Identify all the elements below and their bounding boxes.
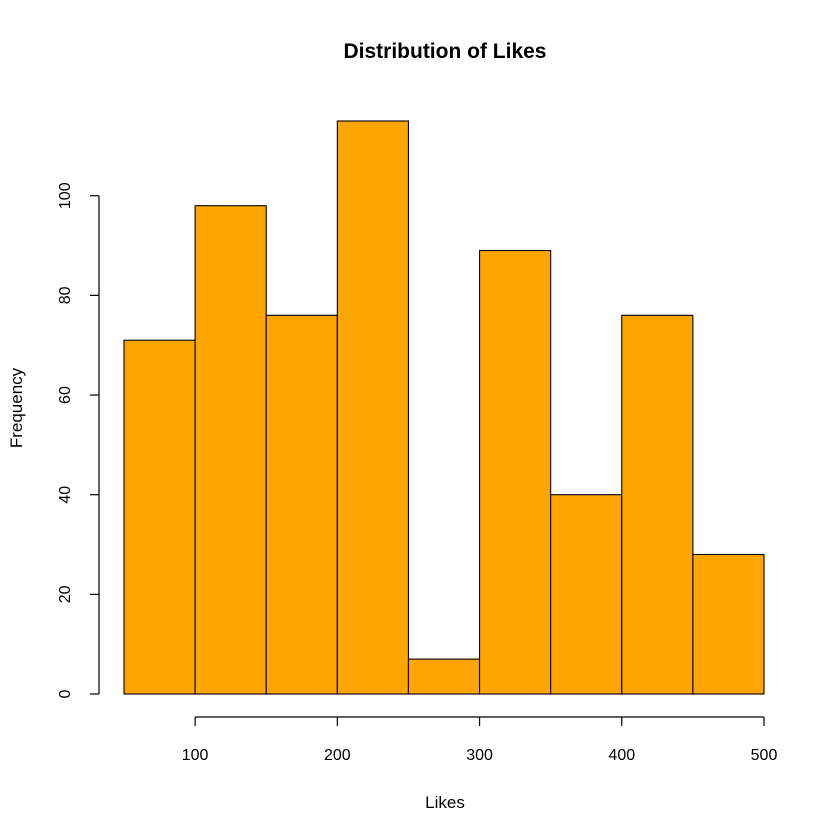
x-tick-label-300: 300 [466, 747, 493, 764]
y-tick-label-0: 0 [57, 689, 74, 698]
y-axis: 0 20 40 60 80 100 [57, 182, 100, 698]
x-tick-label-200: 200 [324, 747, 351, 764]
bars-group [123, 120, 765, 695]
y-axis-label: Frequency [7, 367, 26, 448]
bar-5 [479, 249, 552, 695]
y-tick-label-20: 20 [57, 585, 74, 603]
x-tick-label-100: 100 [182, 747, 209, 764]
bar-8 [692, 553, 765, 695]
bar-1 [194, 205, 267, 695]
y-tick-label-40: 40 [57, 486, 74, 504]
y-tick-label-80: 80 [57, 286, 74, 304]
x-tick-label-400: 400 [608, 747, 635, 764]
y-tick-label-100: 100 [57, 182, 74, 209]
bar-2 [265, 314, 338, 695]
bar-6 [550, 494, 623, 695]
y-tick-label-60: 60 [57, 386, 74, 404]
chart-title: Distribution of Likes [343, 40, 546, 63]
x-tick-label-500: 500 [751, 747, 778, 764]
bar-3 [336, 120, 409, 695]
bar-0 [123, 339, 196, 695]
bar-4 [407, 658, 481, 695]
x-axis: 100 200 300 400 500 [182, 716, 778, 764]
bar-7 [621, 314, 694, 695]
x-axis-label: Likes [425, 793, 465, 812]
